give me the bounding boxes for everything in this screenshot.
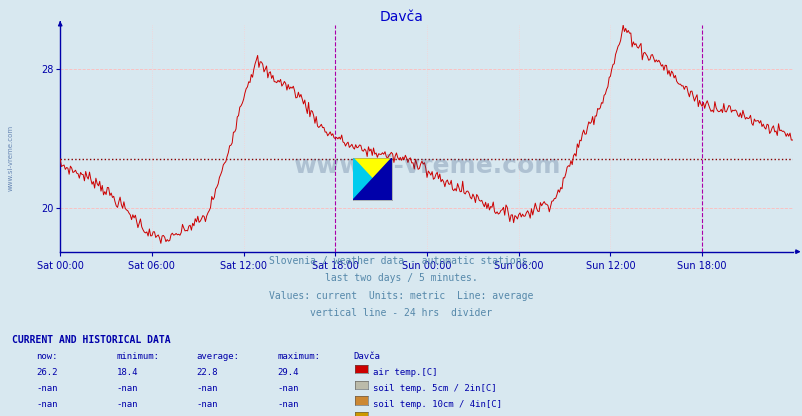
Text: 18.4: 18.4	[116, 368, 138, 377]
Text: CURRENT AND HISTORICAL DATA: CURRENT AND HISTORICAL DATA	[12, 335, 171, 345]
Text: -nan: -nan	[196, 384, 218, 393]
Text: vertical line - 24 hrs  divider: vertical line - 24 hrs divider	[310, 308, 492, 318]
Text: -nan: -nan	[36, 400, 58, 409]
Text: last two days / 5 minutes.: last two days / 5 minutes.	[325, 273, 477, 283]
Text: Davča: Davča	[353, 352, 379, 362]
Text: -nan: -nan	[36, 384, 58, 393]
Text: -nan: -nan	[116, 384, 138, 393]
Text: www.si-vreme.com: www.si-vreme.com	[292, 154, 560, 178]
Text: minimum:: minimum:	[116, 352, 160, 362]
Text: -nan: -nan	[277, 384, 298, 393]
Text: Slovenia / weather data - automatic stations.: Slovenia / weather data - automatic stat…	[269, 256, 533, 266]
Polygon shape	[353, 158, 391, 200]
Text: -nan: -nan	[196, 400, 218, 409]
Text: -nan: -nan	[277, 400, 298, 409]
Text: Values: current  Units: metric  Line: average: Values: current Units: metric Line: aver…	[269, 291, 533, 301]
Text: 22.8: 22.8	[196, 368, 218, 377]
Polygon shape	[353, 158, 391, 200]
Text: average:: average:	[196, 352, 240, 362]
Text: soil temp. 10cm / 4in[C]: soil temp. 10cm / 4in[C]	[373, 400, 502, 409]
Text: 26.2: 26.2	[36, 368, 58, 377]
Text: maximum:: maximum:	[277, 352, 320, 362]
Text: soil temp. 5cm / 2in[C]: soil temp. 5cm / 2in[C]	[373, 384, 496, 393]
Text: -nan: -nan	[116, 400, 138, 409]
Text: www.si-vreme.com: www.si-vreme.com	[7, 125, 14, 191]
Text: 29.4: 29.4	[277, 368, 298, 377]
Text: air temp.[C]: air temp.[C]	[373, 368, 437, 377]
Text: now:: now:	[36, 352, 58, 362]
Text: Davča: Davča	[379, 10, 423, 25]
Polygon shape	[353, 158, 391, 200]
